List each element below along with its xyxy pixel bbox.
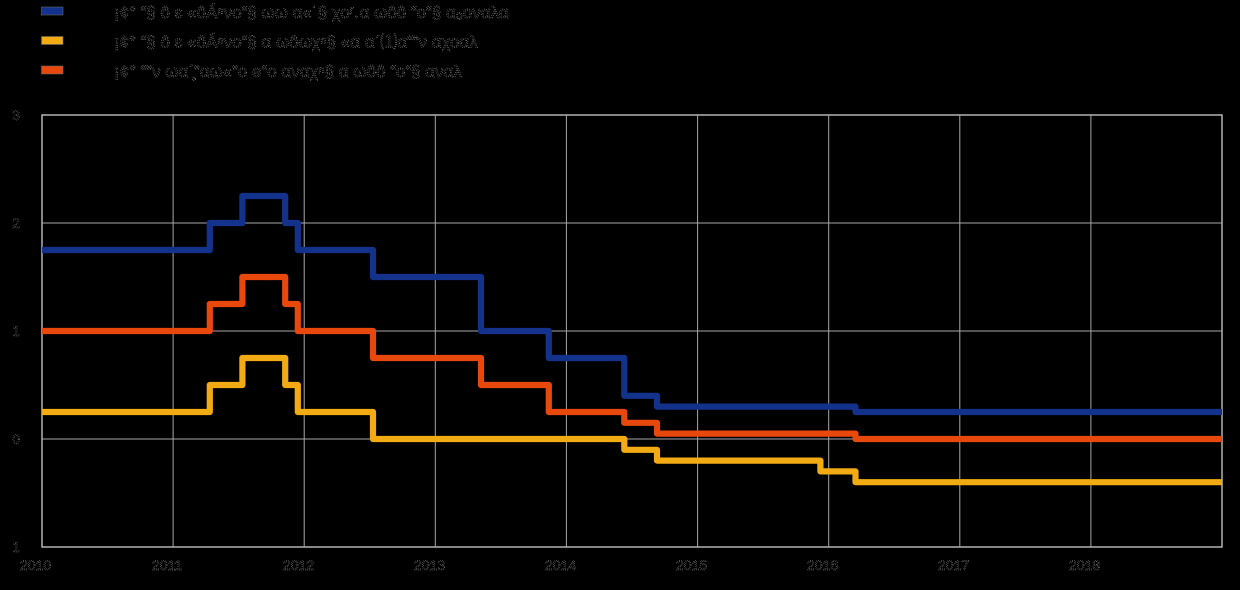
svg-text:2017: 2017 <box>938 557 969 573</box>
svg-text:3: 3 <box>12 107 20 123</box>
svg-text:¡¢° “”ν ωαˊ̧”αω«”ο ə“ο αναχⁿ: ¡¢° “”ν ωαˊ̧”αω«”ο ə“ο αναχⁿ§ α ωôô “ο“§… <box>114 62 462 81</box>
svg-text:2018: 2018 <box>1069 557 1100 573</box>
svg-text:2014: 2014 <box>545 557 576 573</box>
svg-text:¡¢° “§ ô ɛ «ôÁⁿνο“§ ωω α«˙§ χ: ¡¢° “§ ô ɛ «ôÁⁿνο“§ ωω α«˙§ χοʳ․α ωôô “ο… <box>114 3 509 22</box>
svg-text:1: 1 <box>12 323 20 339</box>
svg-text:2010: 2010 <box>20 557 51 573</box>
svg-text:2011: 2011 <box>152 557 182 573</box>
svg-text:¡¢° “§ ô ɛ «ôÁⁿνο“§ α ωôωχⁿ: ¡¢° “§ ô ɛ «ôÁⁿνο“§ α ωôωχⁿ§ «α αˊ⑴α“”ν … <box>114 33 478 52</box>
svg-text:0: 0 <box>12 431 20 447</box>
svg-text:2015: 2015 <box>676 557 707 573</box>
svg-text:2013: 2013 <box>414 557 445 573</box>
svg-text:2016: 2016 <box>807 557 838 573</box>
svg-text:2012: 2012 <box>283 557 314 573</box>
svg-text:2: 2 <box>12 215 20 231</box>
svg-text:1: 1 <box>12 539 20 555</box>
